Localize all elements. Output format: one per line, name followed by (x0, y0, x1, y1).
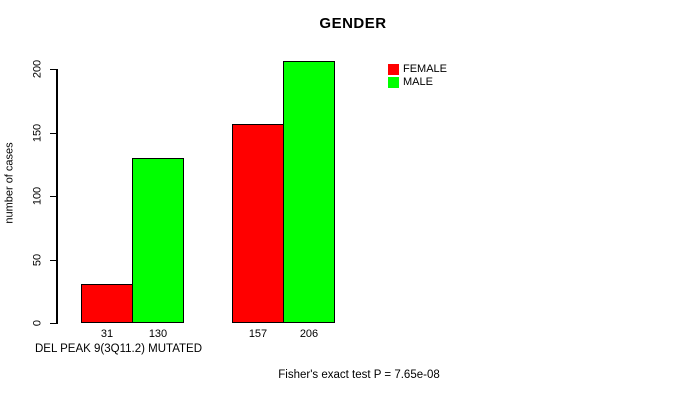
bar-male-group1 (132, 158, 184, 323)
legend-label: MALE (403, 76, 433, 88)
chart-title: GENDER (319, 15, 387, 32)
y-axis-tick (50, 323, 57, 324)
legend-swatch-female (388, 64, 399, 75)
y-axis-tick (50, 133, 57, 134)
legend-swatch-male (388, 77, 399, 88)
x-axis-label: DEL PEAK 9(3Q11.2) MUTATED (35, 343, 203, 355)
y-axis-tick-label: 50 (31, 253, 44, 267)
legend-item-female: FEMALE (388, 64, 447, 75)
bar-value-label: 130 (148, 328, 168, 340)
y-axis-tick (50, 196, 57, 197)
y-axis-tick (50, 260, 57, 261)
bar-value-label: 157 (248, 328, 268, 340)
y-axis-tick-label: 100 (31, 186, 44, 206)
bar-value-label: 31 (100, 328, 114, 340)
y-axis-tick-label: 0 (31, 319, 44, 327)
legend: FEMALE MALE (388, 64, 447, 90)
legend-item-male: MALE (388, 77, 447, 88)
y-axis-tick (50, 69, 57, 70)
y-axis-label: number of cases (3, 142, 16, 224)
legend-label: FEMALE (403, 63, 448, 75)
bar-female-group2 (232, 124, 284, 323)
y-axis-tick-label: 200 (31, 59, 44, 79)
bar-female-group1 (81, 284, 133, 323)
annotation-text: Fisher's exact test P = 7.65e-08 (278, 369, 440, 381)
bar-value-label: 206 (299, 328, 319, 340)
bar-male-group2 (283, 61, 335, 323)
y-axis-tick-label: 150 (31, 123, 44, 143)
